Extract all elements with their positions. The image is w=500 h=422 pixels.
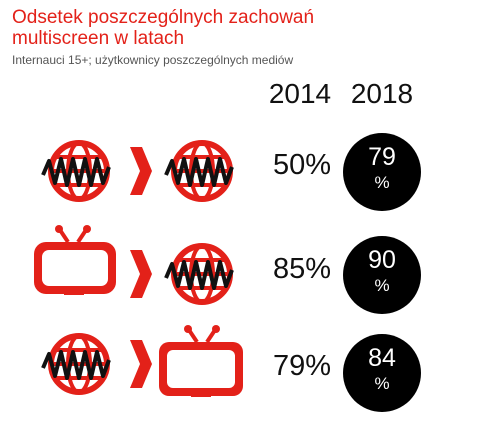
value-2018-unit: % (374, 374, 390, 393)
chart-subtitle: Internauci 15+; użytkownicy poszczególny… (12, 53, 294, 67)
value-2014: 50% (272, 149, 332, 181)
arrow-right-icon (130, 340, 152, 388)
tv-icon (34, 225, 116, 295)
value-2014: 85% (272, 253, 332, 285)
arrow-right-icon (130, 250, 152, 298)
internet-globe-icon (164, 243, 234, 305)
value-2018: 84 (368, 344, 396, 372)
value-2018: 79 (368, 143, 396, 171)
value-2018: 90 (368, 246, 396, 274)
tv-icon (159, 325, 243, 397)
value-2018-unit: % (374, 276, 390, 295)
arrow-right-icon (130, 147, 152, 195)
internet-globe-icon (41, 140, 111, 202)
internet-globe-icon (164, 140, 234, 202)
column-header-2018: 2018 (350, 78, 414, 109)
value-2018-badge: 84 % (343, 334, 421, 412)
value-2018-unit: % (374, 173, 390, 192)
chart-title: Odsetek poszczególnych zachowań multiscr… (12, 7, 315, 49)
row-internet-to-tv: 79% 84 % (0, 320, 500, 412)
row-internet-to-internet: 50% 79 % (0, 125, 500, 215)
column-header-2014: 2014 (268, 78, 332, 109)
value-2014: 79% (272, 350, 332, 382)
value-2018-badge: 90 % (343, 236, 421, 314)
value-2018-badge: 79 % (343, 133, 421, 211)
row-tv-to-internet: 85% 90 % (0, 220, 500, 314)
internet-globe-icon (41, 333, 111, 395)
